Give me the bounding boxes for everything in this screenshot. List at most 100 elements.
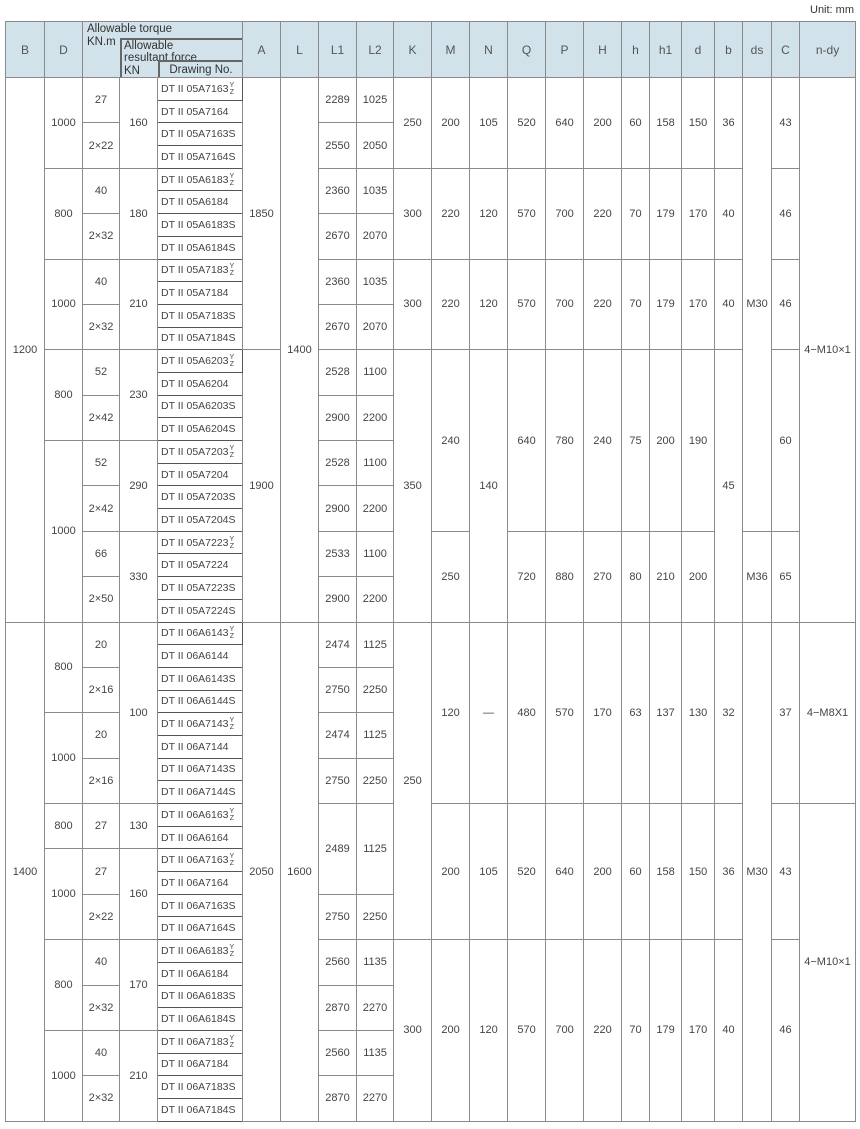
cell-d: 1000: [44, 77, 83, 169]
table-row: DT II 06A6164: [6, 825, 856, 850]
table-row: DT II 05A7164S: [6, 145, 856, 169]
drawing-no: DT II 06A7144: [161, 740, 229, 753]
variant-sub: Z: [229, 860, 234, 868]
cell-torque: 66: [82, 530, 120, 578]
variant-sub: Z: [229, 361, 234, 369]
cell-d: 150: [681, 802, 716, 941]
cell-l2: 2050: [356, 122, 395, 169]
cell-ds: M30: [742, 77, 773, 532]
cell-b: 32: [714, 621, 744, 804]
cell-m: 200: [431, 802, 471, 941]
variant-sub: Z: [229, 179, 234, 187]
cell-h: 220: [583, 258, 623, 351]
drawing-no-cell: DT II 05A7163S: [156, 122, 244, 147]
cell-l2: 2070: [356, 303, 395, 351]
header-p: P: [545, 21, 585, 78]
drawing-no-cell: DT II 06A6183S: [156, 984, 244, 1009]
table-row: 800 27 130 DT II 06A6163 Y Z 2489 1125 200 105 520…: [6, 802, 857, 1122]
table-row: DT II 05A7204: [6, 462, 856, 487]
cell-b: 40: [714, 167, 744, 260]
cell-h: 200: [583, 77, 623, 169]
table-row: DT II 05A6184S: [6, 235, 856, 260]
cell-c: 43: [771, 77, 801, 169]
cell-d: 170: [681, 939, 716, 1122]
drawing-no: DT II 05A7184S: [161, 332, 236, 345]
cell-h: 200: [583, 802, 623, 941]
drawing-no-cell: DT II 06A7144: [156, 734, 244, 759]
drawing-no: DT II 06A7183S: [161, 1081, 236, 1094]
drawing-no: DT II 05A7184: [161, 287, 229, 300]
cell-d: 1000: [44, 712, 83, 804]
table-row: 800 52 230 DT II 05A6203 Y Z 1900 2528 1100 350 24…: [6, 349, 856, 623]
drawing-no: DT II 05A7204S: [161, 513, 236, 526]
cell-h: 270: [583, 530, 623, 623]
variant-sub: Z: [229, 633, 234, 641]
variant-sup: Y: [229, 1034, 235, 1042]
variant-sup: Y: [229, 807, 235, 815]
cell-h: 240: [583, 349, 623, 532]
drawing-no-cell: DT II 05A7184S: [156, 326, 244, 351]
drawing-no-cell: DT II 06A6184: [156, 961, 244, 986]
drawing-no-cell: DT II 05A6204: [156, 371, 244, 396]
cell-p: 640: [545, 77, 585, 169]
drawing-no: DT II 05A7203S: [161, 491, 236, 504]
cell-torque: 27: [82, 802, 120, 850]
header-m: M: [431, 21, 471, 78]
drawing-no-cell: DT II 05A7164: [156, 99, 244, 124]
drawing-no: DT II 05A6184S: [161, 241, 236, 254]
table-row: 1000 52 290 DT II 05A7203 Y Z 2528 1100: [6, 439, 856, 623]
cell-p: 570: [545, 621, 585, 804]
cell-q: 520: [507, 77, 547, 169]
table-row: 2×42 DT II 05A6203S 2900 2200: [6, 394, 856, 442]
cell-force: 210: [119, 1029, 158, 1122]
header-l1: L1: [318, 21, 358, 78]
cell-c: 46: [771, 939, 801, 1122]
header-l2: L2: [356, 21, 395, 78]
cell-l1: 2528: [318, 349, 358, 396]
header-B: B: [5, 21, 45, 78]
drawing-no-cell: DT II 06A6143 Y Z: [156, 621, 244, 646]
drawing-no-cell: DT II 06A7144S: [156, 780, 244, 804]
cell-h1: 137: [649, 621, 683, 804]
cell-l2: 2070: [356, 213, 395, 260]
cell-l: 1600: [280, 621, 320, 1122]
cell-ds: M30: [742, 621, 773, 1122]
cell-l1: 2289: [318, 76, 358, 124]
variant-sub: Z: [229, 1041, 234, 1049]
cell-l2: 2200: [356, 394, 395, 442]
table-row: DT II 06A6144S: [6, 689, 856, 714]
drawing-no-cell: DT II 06A7183 Y Z: [156, 1029, 244, 1054]
drawing-no-cell: DT II 06A6144: [156, 644, 244, 668]
cell-k: 250: [393, 77, 433, 169]
drawing-no-cell: DT II 05A6183S: [156, 213, 244, 237]
cell-l1: 2474: [318, 712, 358, 759]
cell-force: 180: [119, 167, 158, 260]
table-row: 1000 27 160 DT II 06A7163 Y Z: [6, 848, 856, 941]
drawing-no-cell: DT II 06A6144S: [156, 689, 244, 714]
header-force-unit: KN: [124, 65, 140, 77]
cell-a: 1900: [242, 349, 282, 623]
variant-sub: Z: [229, 451, 234, 459]
cell-h1: 179: [649, 167, 683, 260]
cell-l2: 2250: [356, 893, 395, 941]
drawing-no: DT II 05A7164S: [161, 150, 236, 163]
unit-label: Unit: mm: [810, 4, 854, 16]
table-row: DT II 06A7144S: [6, 780, 856, 804]
cell-c: 46: [771, 167, 801, 260]
table-row: 1000 40 210 DT II 05A7183 Y Z 2360 1035 300 220 12…: [6, 258, 856, 351]
cell-a: 2050: [242, 621, 282, 1122]
drawing-no: DT II 06A6163: [161, 808, 229, 821]
drawing-no-cell: DT II 06A7163 Y Z: [156, 848, 244, 873]
cell-torque: 2×50: [82, 576, 120, 623]
table-row: DT II 06A7184: [6, 1052, 856, 1077]
cell-l1: 2533: [318, 530, 358, 578]
table-row: DT II 06A7144: [6, 734, 856, 759]
cell-force: 330: [119, 530, 158, 623]
drawing-no-cell: DT II 05A7223S: [156, 576, 244, 600]
header-k: K: [393, 21, 433, 78]
table-body: 1200 1000 27 160 DT II 05A7163 Y Z 1850 1400 2289…: [5, 76, 857, 1122]
